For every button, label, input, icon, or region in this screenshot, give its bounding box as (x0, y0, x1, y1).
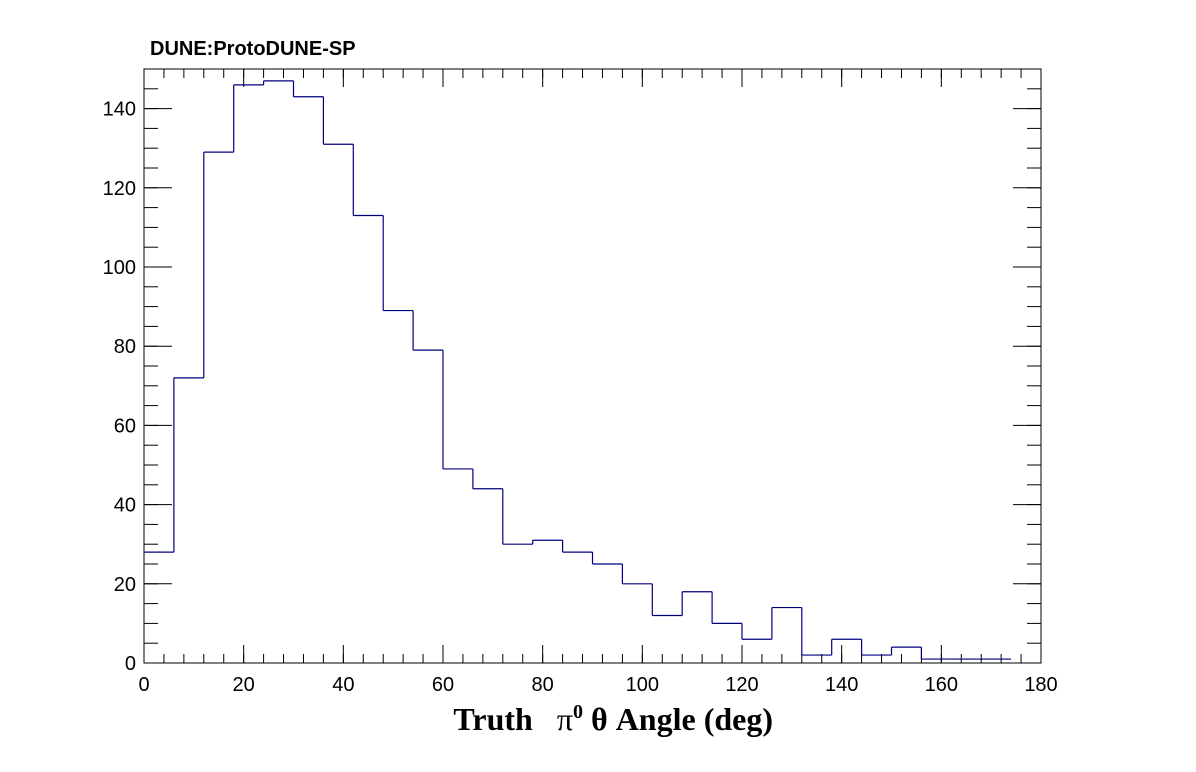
x-tick-label: 20 (233, 674, 255, 696)
x-axis-title-suffix: θ Angle (deg) (583, 701, 773, 737)
y-tick-label: 40 (114, 495, 136, 517)
y-tick-label: 140 (103, 99, 136, 121)
x-axis-title-prefix: Truth (453, 701, 540, 737)
y-tick-label: 100 (103, 257, 136, 279)
x-axis-title-symbol: π (557, 701, 573, 737)
plot-frame (143, 68, 1042, 664)
y-tick-label: 120 (103, 178, 136, 200)
y-tick-label: 20 (114, 574, 136, 596)
y-tick-label: 0 (125, 653, 136, 675)
x-tick-label: 0 (138, 674, 149, 696)
x-tick-label: 140 (825, 674, 858, 696)
x-tick-label: 160 (925, 674, 958, 696)
x-axis-title-superscript: 0 (573, 701, 583, 723)
y-tick-label: 80 (114, 336, 136, 358)
x-tick-label: 180 (1024, 674, 1057, 696)
plot-area: 0 20 40 60 80 100 120 140 160 180 0 20 40 60 80 100 120 1… (103, 68, 1058, 696)
x-tick-label: 80 (532, 674, 554, 696)
y-tick-label: 60 (114, 415, 136, 437)
x-tick-label: 100 (626, 674, 659, 696)
x-tick-label: 60 (432, 674, 454, 696)
x-axis-title: Truth π0 θ Angle (deg) (453, 701, 773, 737)
x-tick-label: 120 (725, 674, 758, 696)
chart-title: DUNE:ProtoDUNE-SP (150, 38, 356, 60)
x-tick-label: 40 (332, 674, 354, 696)
